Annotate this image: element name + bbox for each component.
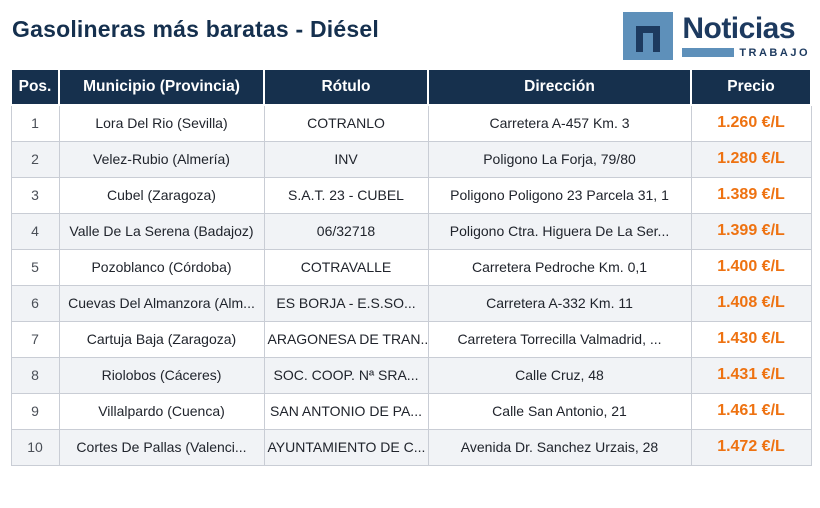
cell-direccion: Carretera Pedroche Km. 0,1 (427, 248, 692, 286)
cell-rotulo: COTRAVALLE (263, 248, 429, 286)
table-row: 6 Cuevas Del Almanzora (Alm... ES BORJA … (10, 284, 812, 322)
cell-municipio: Lora Del Rio (Sevilla) (58, 104, 265, 142)
cell-rotulo: SOC. COOP. Nª SRA... (263, 356, 429, 394)
table-row: 8 Riolobos (Cáceres) SOC. COOP. Nª SRA..… (10, 356, 812, 394)
table-row: 1 Lora Del Rio (Sevilla) COTRANLO Carret… (10, 104, 812, 142)
cell-rotulo: SAN ANTONIO DE PA... (263, 392, 429, 430)
table-row: 3 Cubel (Zaragoza) S.A.T. 23 - CUBEL Pol… (10, 176, 812, 214)
cell-rotulo: INV (263, 140, 429, 178)
cell-pos: 8 (10, 356, 60, 394)
col-header-direccion: Dirección (427, 68, 692, 106)
page-title: Gasolineras más baratas - Diésel (12, 16, 379, 42)
cell-municipio: Cortes De Pallas (Valenci... (58, 428, 265, 466)
cell-precio: 1.431 €/L (690, 356, 812, 394)
cell-direccion: Carretera A-332 Km. 11 (427, 284, 692, 322)
cell-rotulo: ES BORJA - E.S.SO... (263, 284, 429, 322)
cell-rotulo: AYUNTAMIENTO DE C... (263, 428, 429, 466)
cell-direccion: Poligono La Forja, 79/80 (427, 140, 692, 178)
cell-municipio: Riolobos (Cáceres) (58, 356, 265, 394)
cell-rotulo: ARAGONESA DE TRAN... (263, 320, 429, 358)
cell-municipio: Velez-Rubio (Almería) (58, 140, 265, 178)
table-row: 7 Cartuja Baja (Zaragoza) ARAGONESA DE T… (10, 320, 812, 358)
brand-name: Noticias (682, 11, 796, 45)
cell-pos: 3 (10, 176, 60, 214)
table-row: 9 Villalpardo (Cuenca) SAN ANTONIO DE PA… (10, 392, 812, 430)
cell-municipio: Cubel (Zaragoza) (58, 176, 265, 214)
brand-tagline: TRABAJO (739, 46, 810, 59)
col-header-municipio: Municipio (Provincia) (58, 68, 265, 106)
cell-municipio: Cartuja Baja (Zaragoza) (58, 320, 265, 358)
cell-precio: 1.399 €/L (690, 212, 812, 250)
table-row: 2 Velez-Rubio (Almería) INV Poligono La … (10, 140, 812, 178)
cell-pos: 4 (10, 212, 60, 250)
cell-direccion: Poligono Ctra. Higuera De La Ser... (427, 212, 692, 250)
cell-municipio: Pozoblanco (Córdoba) (58, 248, 265, 286)
cell-direccion: Calle Cruz, 48 (427, 356, 692, 394)
col-header-pos: Pos. (10, 68, 60, 106)
brand-logo: Noticias TRABAJO (623, 10, 810, 60)
table-row: 10 Cortes De Pallas (Valenci... AYUNTAMI… (10, 428, 812, 466)
cell-municipio: Villalpardo (Cuenca) (58, 392, 265, 430)
header: Gasolineras más baratas - Diésel Noticia… (0, 0, 820, 60)
cell-rotulo: S.A.T. 23 - CUBEL (263, 176, 429, 214)
cell-direccion: Carretera A-457 Km. 3 (427, 104, 692, 142)
cell-direccion: Carretera Torrecilla Valmadrid, ... (427, 320, 692, 358)
col-header-precio: Precio (690, 68, 812, 106)
cell-precio: 1.389 €/L (690, 176, 812, 214)
cell-rotulo: COTRANLO (263, 104, 429, 142)
cell-rotulo: 06/32718 (263, 212, 429, 250)
table-row: 4 Valle De La Serena (Badajoz) 06/32718 … (10, 212, 812, 250)
cell-pos: 5 (10, 248, 60, 286)
col-header-rotulo: Rótulo (263, 68, 429, 106)
cell-precio: 1.280 €/L (690, 140, 812, 178)
cell-direccion: Poligono Poligono 23 Parcela 31, 1 (427, 176, 692, 214)
cell-pos: 6 (10, 284, 60, 322)
cell-municipio: Cuevas Del Almanzora (Alm... (58, 284, 265, 322)
cell-precio: 1.400 €/L (690, 248, 812, 286)
cell-municipio: Valle De La Serena (Badajoz) (58, 212, 265, 250)
cell-pos: 7 (10, 320, 60, 358)
cell-direccion: Avenida Dr. Sanchez Urzais, 28 (427, 428, 692, 466)
cell-pos: 9 (10, 392, 60, 430)
table-row: 5 Pozoblanco (Córdoba) COTRAVALLE Carret… (10, 248, 812, 286)
fuel-price-table: Pos. Municipio (Provincia) Rótulo Direcc… (10, 68, 812, 466)
logo-n-icon (623, 12, 674, 60)
cell-pos: 10 (10, 428, 60, 466)
brand-tagline-bar (682, 48, 735, 57)
table-header-row: Pos. Municipio (Provincia) Rótulo Direcc… (10, 68, 812, 106)
cell-direccion: Calle San Antonio, 21 (427, 392, 692, 430)
cell-precio: 1.461 €/L (690, 392, 812, 430)
cell-precio: 1.260 €/L (690, 104, 812, 142)
cell-precio: 1.472 €/L (690, 428, 812, 466)
cell-pos: 1 (10, 104, 60, 142)
cell-precio: 1.408 €/L (690, 284, 812, 322)
cell-pos: 2 (10, 140, 60, 178)
cell-precio: 1.430 €/L (690, 320, 812, 358)
